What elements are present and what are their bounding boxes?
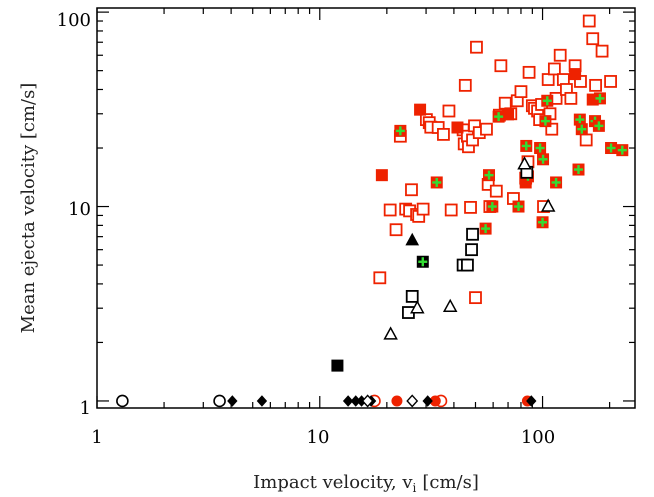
data-point-filled-square-cross: [479, 222, 492, 235]
data-point-filled-square-cross: [394, 124, 407, 137]
data-point-open-square: [383, 203, 397, 217]
data-point-open-square: [470, 40, 483, 54]
data-point-open-square: [604, 75, 617, 88]
data-point-open-square: [582, 14, 596, 28]
x-tick-label: 100: [521, 427, 555, 448]
data-point-filled-triangle: [405, 232, 420, 246]
y-tick-label: 1: [80, 398, 91, 419]
data-point-open-square: [595, 44, 609, 58]
data-point-open-square: [541, 73, 555, 86]
data-point-filled-square-cross: [512, 200, 525, 213]
data-point-open-square: [466, 227, 479, 241]
data-point-filled-square-cross: [486, 200, 499, 213]
data-point-filled-square: [414, 103, 427, 116]
data-point-filled-square-cross: [492, 110, 505, 123]
x-tick-label: 1: [91, 427, 102, 448]
data-point-open-square: [405, 183, 418, 197]
data-point-filled-square-cross: [539, 115, 552, 128]
y-tick-label: 10: [68, 199, 91, 220]
data-point-filled-circle: [391, 395, 403, 407]
data-point-filled-square: [569, 68, 582, 81]
data-point-open-square: [547, 62, 561, 76]
data-point-filled-square-cross: [536, 216, 549, 229]
data-point-open-square: [545, 122, 559, 136]
data-point-open-triangle: [442, 298, 458, 313]
data-point-open-square: [480, 122, 493, 136]
data-point-open-square: [437, 127, 450, 141]
data-point-filled-square-cross: [572, 163, 585, 176]
data-point-open-diamond: [361, 394, 374, 408]
data-point-filled-diamond: [342, 395, 354, 407]
data-point-filled-square-cross: [541, 94, 554, 107]
data-point-open-triangle: [540, 198, 556, 212]
data-point-filled-diamond: [422, 395, 433, 407]
axis-ticks: [96, 8, 635, 408]
x-tick-labels: 1 10 100: [91, 427, 555, 448]
data-point-open-square: [466, 133, 479, 147]
plot-frame: [96, 7, 636, 409]
data-point-open-square: [416, 202, 430, 216]
data-point-open-square: [465, 243, 478, 257]
data-point-open-square: [498, 96, 512, 110]
data-points: [116, 14, 629, 408]
data-point-open-square: [522, 65, 536, 79]
data-point-filled-square-cross: [616, 144, 629, 157]
data-point-filled-square-cross: [550, 176, 563, 189]
data-point-open-square: [461, 258, 474, 272]
y-axis-title: Mean ejecta velocity [cm/s]: [18, 83, 39, 334]
data-point-open-square: [464, 200, 477, 214]
data-point-open-square: [586, 32, 600, 46]
data-point-filled-square-cross: [520, 139, 533, 152]
data-point-open-square: [494, 59, 508, 73]
data-point-filled-square-cross: [592, 119, 605, 132]
data-point-open-triangle: [383, 326, 398, 340]
data-point-filled-square-cross: [593, 92, 606, 105]
data-point-open-square: [444, 203, 458, 217]
data-point-open-square: [514, 85, 528, 99]
y-tick-label: 100: [57, 10, 91, 31]
x-axis-title: Impact velocity, vi [cm/s]: [253, 472, 479, 495]
data-point-open-square: [564, 91, 578, 105]
data-point-filled-diamond: [227, 395, 238, 407]
data-point-filled-square-cross: [416, 255, 429, 268]
data-point-filled-square: [331, 359, 344, 372]
data-point-open-diamond: [406, 394, 419, 408]
data-point-open-triangle: [517, 156, 532, 170]
data-point-filled-square-cross: [483, 169, 496, 182]
data-point-open-square: [489, 184, 503, 198]
data-point-filled-square: [451, 121, 464, 134]
data-point-filled-square-cross: [575, 123, 588, 136]
data-point-open-triangle: [410, 300, 425, 314]
data-point-filled-square-cross: [605, 142, 618, 155]
data-point-open-square: [553, 48, 567, 62]
data-point-open-square: [373, 271, 387, 285]
data-point-open-square: [469, 291, 482, 305]
data-point-open-square: [579, 133, 593, 147]
data-point-open-square: [589, 78, 602, 92]
data-point-open-square: [442, 104, 456, 118]
data-point-filled-square-cross: [430, 176, 443, 189]
x-tick-label: 10: [307, 427, 330, 448]
y-tick-labels: 1 10 100: [57, 10, 91, 419]
data-point-open-square: [458, 78, 472, 92]
data-point-filled-diamond: [256, 395, 268, 407]
data-point-filled-diamond: [526, 395, 537, 407]
data-point-filled-square-cross: [537, 153, 550, 166]
data-point-open-circle: [116, 394, 129, 408]
data-point-filled-square-cross: [534, 142, 547, 155]
data-point-open-square: [405, 289, 419, 303]
data-point-filled-square: [375, 169, 388, 182]
data-point-open-square: [389, 223, 403, 237]
data-point-open-circle: [213, 394, 226, 408]
